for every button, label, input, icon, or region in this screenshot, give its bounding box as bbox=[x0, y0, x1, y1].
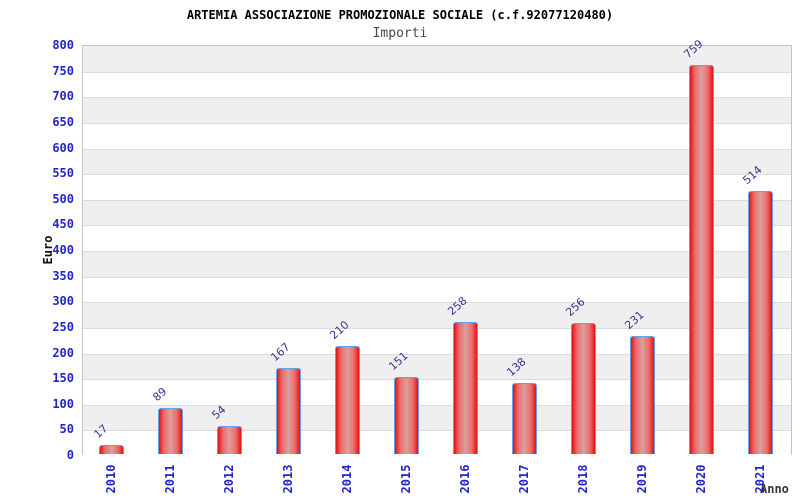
bar-value-label-2017: 138 bbox=[503, 355, 529, 380]
y-tick-label-650: 650 bbox=[52, 114, 74, 129]
gridline bbox=[83, 97, 791, 99]
gridline bbox=[83, 225, 791, 227]
y-tick-label-800: 800 bbox=[52, 38, 74, 52]
plot-band bbox=[83, 71, 791, 98]
gridline bbox=[83, 148, 791, 150]
x-tick-label-2013: 2013 bbox=[280, 464, 295, 494]
bar-2011 bbox=[158, 408, 183, 454]
y-tick-label-50: 50 bbox=[59, 422, 74, 437]
bar-value-label-2016: 258 bbox=[444, 294, 470, 318]
gridline bbox=[83, 122, 791, 124]
gridline bbox=[83, 71, 791, 73]
y-tick-label-150: 150 bbox=[52, 371, 74, 386]
plot-band bbox=[83, 404, 791, 431]
y-tick-label-550: 550 bbox=[52, 166, 74, 181]
plot-band bbox=[83, 251, 791, 277]
x-axis-title: Anno bbox=[760, 482, 789, 496]
bar-2012 bbox=[217, 426, 242, 454]
x-tick-label-2016: 2016 bbox=[457, 464, 472, 494]
bar-value-label-2015: 151 bbox=[385, 348, 411, 373]
plot-band bbox=[83, 430, 791, 456]
bar-value-label-2010: 17 bbox=[90, 422, 110, 442]
bar-2010 bbox=[99, 445, 124, 454]
plot-band bbox=[83, 174, 791, 200]
plot-band bbox=[83, 327, 791, 354]
bar-2015 bbox=[394, 376, 419, 454]
plot-band bbox=[83, 276, 791, 303]
y-tick-label-250: 250 bbox=[52, 319, 74, 334]
y-tick-label-600: 600 bbox=[52, 140, 74, 155]
plot-band bbox=[83, 379, 791, 405]
y-tick-label-750: 750 bbox=[52, 63, 74, 78]
bar-2017 bbox=[512, 383, 537, 454]
bar-2020 bbox=[689, 65, 714, 454]
gridline bbox=[83, 353, 791, 355]
gridline bbox=[83, 379, 791, 381]
y-tick-label-700: 700 bbox=[52, 89, 74, 104]
gridline bbox=[83, 430, 791, 432]
bar-value-label-2011: 89 bbox=[149, 385, 169, 405]
plot-area: 17 89 54 167 210 151 258 138 256 231 759 514 bbox=[82, 37, 792, 456]
plot-band bbox=[83, 302, 791, 328]
y-tick-label-450: 450 bbox=[52, 217, 74, 232]
chart-subtitle: Importi bbox=[372, 26, 428, 41]
bar-2019 bbox=[630, 335, 655, 454]
x-tick-label-2021: 2021 bbox=[752, 464, 767, 494]
y-tick-label-100: 100 bbox=[52, 396, 74, 411]
bar-value-label-2013: 167 bbox=[267, 340, 293, 365]
x-tick-label-2020: 2020 bbox=[693, 464, 708, 494]
plot-band bbox=[83, 353, 791, 380]
chart-title: ARTEMIA ASSOCIAZIONE PROMOZIONALE SOCIAL… bbox=[186, 8, 614, 22]
bar-2021 bbox=[748, 190, 773, 454]
bar-value-label-2012: 54 bbox=[208, 403, 228, 423]
bar-value-label-2021: 514 bbox=[739, 162, 765, 187]
y-tick-label-350: 350 bbox=[52, 268, 74, 283]
plot-band bbox=[83, 225, 791, 251]
y-tick-label-300: 300 bbox=[52, 294, 74, 309]
x-tick-label-2018: 2018 bbox=[575, 464, 590, 494]
gridline bbox=[83, 404, 791, 406]
bar-value-label-2018: 256 bbox=[562, 295, 588, 319]
bar-value-label-2014: 210 bbox=[326, 318, 352, 343]
gridline bbox=[83, 251, 791, 252]
x-tick-label-2010: 2010 bbox=[103, 464, 118, 494]
bar-2016 bbox=[453, 321, 478, 454]
plot-band bbox=[83, 148, 791, 175]
bar-2013 bbox=[276, 368, 301, 454]
x-tick-label-2017: 2017 bbox=[516, 464, 531, 494]
gridline bbox=[83, 302, 791, 304]
x-tick-label-2015: 2015 bbox=[398, 464, 413, 494]
y-tick-label-400: 400 bbox=[52, 243, 74, 257]
plot-band bbox=[83, 122, 791, 149]
bar-2018 bbox=[571, 322, 596, 454]
bar-2014 bbox=[335, 346, 360, 454]
x-tick-label-2012: 2012 bbox=[221, 464, 236, 494]
plot-band bbox=[83, 97, 791, 123]
x-tick-label-2019: 2019 bbox=[634, 464, 649, 494]
x-tick-label-2011: 2011 bbox=[162, 464, 177, 494]
y-tick-label-200: 200 bbox=[52, 345, 74, 360]
gridline bbox=[83, 199, 791, 201]
gridline bbox=[83, 327, 791, 329]
y-tick-label-500: 500 bbox=[52, 191, 74, 206]
gridline bbox=[83, 276, 791, 278]
gridline bbox=[83, 174, 791, 176]
bar-value-label-2019: 231 bbox=[621, 307, 647, 332]
y-tick-label-0: 0 bbox=[66, 448, 74, 462]
x-tick-label-2014: 2014 bbox=[339, 464, 354, 494]
plot-band bbox=[83, 199, 791, 226]
